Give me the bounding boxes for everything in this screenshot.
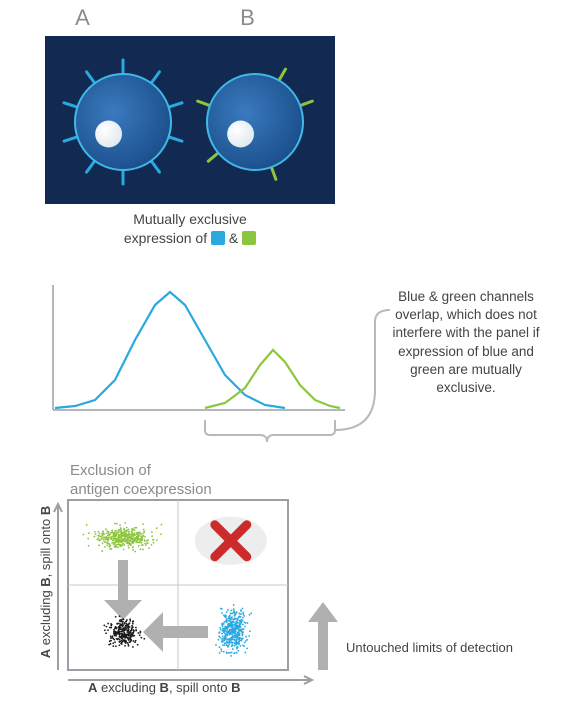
cell-labels: A B — [0, 5, 330, 31]
x-b: B — [160, 680, 169, 695]
scatter-title-l2: antigen coexpression — [70, 481, 212, 498]
caption-l2a: expression of — [124, 230, 211, 246]
y-suf: , spill onto — [38, 515, 53, 577]
limits-label: Untouched limits of detection — [346, 640, 513, 655]
x-pre: A — [88, 680, 97, 695]
x-axis-label: A excluding B, spill onto B — [88, 680, 240, 695]
swatch-blue-icon — [211, 231, 225, 245]
spectra-panel — [45, 280, 345, 420]
swatch-green-icon — [242, 231, 256, 245]
cell-panel — [45, 36, 335, 204]
x-suf: , spill onto — [169, 680, 231, 695]
x-mid: excluding — [97, 680, 159, 695]
scatter-plot — [68, 500, 298, 680]
spectra-side-text: Blue & green channels overlap, which doe… — [380, 288, 552, 397]
scatter-title: Exclusion of antigen coexpression — [70, 462, 212, 500]
x-end: B — [231, 680, 240, 695]
scatter-title-l1: Exclusion of — [70, 462, 151, 479]
caption-l1: Mutually exclusive — [133, 211, 247, 227]
y-mid: excluding — [38, 587, 53, 649]
label-a: A — [0, 5, 165, 31]
y-b: B — [38, 577, 53, 586]
scatter-svg — [68, 500, 338, 700]
label-b: B — [165, 5, 330, 31]
cells-svg — [45, 36, 335, 204]
y-axis-label: A excluding B, spill onto B — [38, 492, 53, 672]
cell-caption: Mutually exclusive expression of & — [45, 210, 335, 248]
caption-l2b: & — [225, 230, 242, 246]
y-end: B — [38, 506, 53, 515]
y-pre: A — [38, 649, 53, 658]
